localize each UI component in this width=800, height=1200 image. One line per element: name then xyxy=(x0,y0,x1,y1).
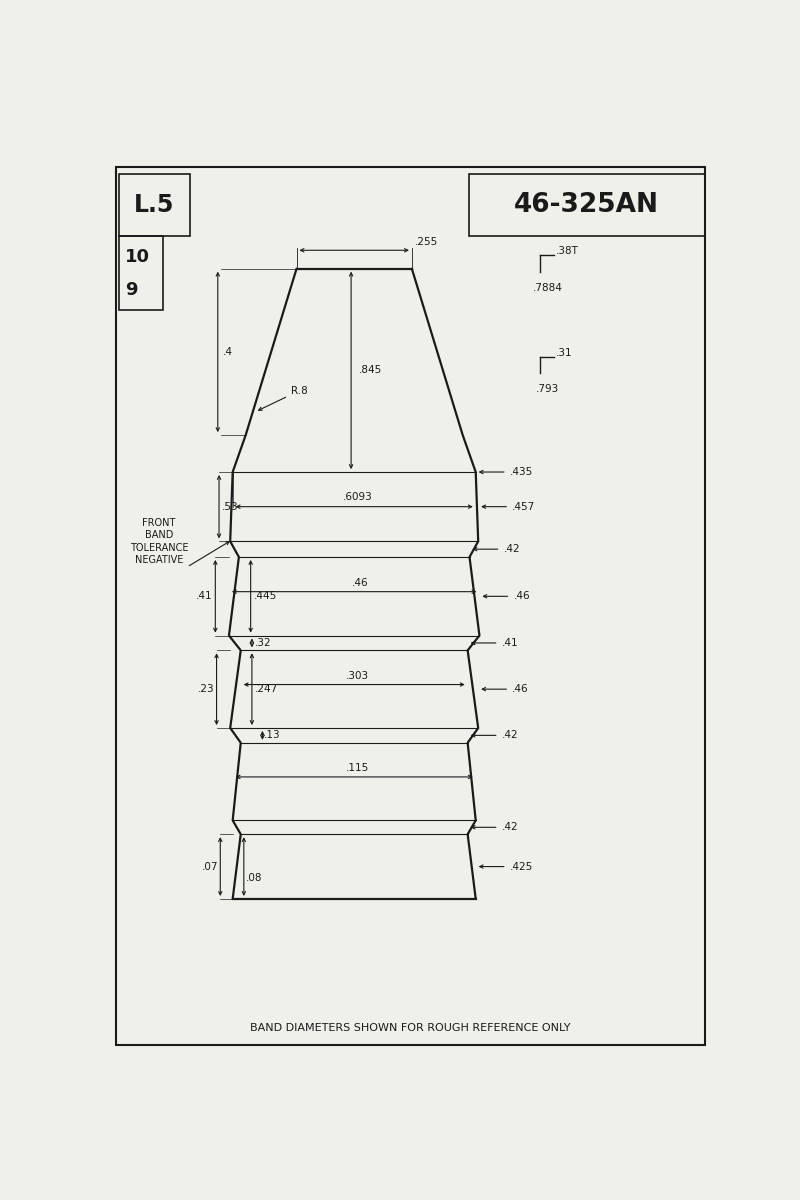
Text: .31: .31 xyxy=(556,348,572,358)
Text: .42: .42 xyxy=(504,544,520,554)
Text: .457: .457 xyxy=(512,502,535,511)
Text: .7884: .7884 xyxy=(533,282,562,293)
Text: .247: .247 xyxy=(255,684,278,694)
Text: .115: .115 xyxy=(346,763,369,773)
Text: .13: .13 xyxy=(264,731,281,740)
Text: .435: .435 xyxy=(510,467,533,478)
Text: .46: .46 xyxy=(512,684,529,694)
Text: .38T: .38T xyxy=(556,246,578,256)
Text: .255: .255 xyxy=(415,238,438,247)
Text: .4: .4 xyxy=(222,347,233,356)
Bar xyxy=(469,174,705,236)
Text: .42: .42 xyxy=(502,731,518,740)
Text: 10: 10 xyxy=(125,248,150,266)
Text: FRONT
BAND
TOLERANCE
NEGATIVE: FRONT BAND TOLERANCE NEGATIVE xyxy=(130,517,188,565)
Text: .445: .445 xyxy=(254,592,277,601)
Text: L.5: L.5 xyxy=(134,193,174,217)
Text: .32: .32 xyxy=(255,638,272,648)
Text: 9: 9 xyxy=(125,281,138,299)
Text: .425: .425 xyxy=(510,862,533,871)
Text: .793: .793 xyxy=(536,384,559,395)
Text: .41: .41 xyxy=(196,592,213,601)
Bar xyxy=(118,236,163,311)
Text: .6093: .6093 xyxy=(342,492,372,502)
Text: .46: .46 xyxy=(352,578,369,588)
Text: .08: .08 xyxy=(246,872,262,883)
Text: .07: .07 xyxy=(202,862,218,871)
Text: .46: .46 xyxy=(514,592,530,601)
Text: .303: .303 xyxy=(346,671,369,680)
Text: .53: .53 xyxy=(222,502,238,511)
Text: .41: .41 xyxy=(502,638,518,648)
Text: .845: .845 xyxy=(358,365,382,376)
Text: R.8: R.8 xyxy=(258,385,308,410)
Bar xyxy=(118,174,190,236)
Text: BAND DIAMETERS SHOWN FOR ROUGH REFERENCE ONLY: BAND DIAMETERS SHOWN FOR ROUGH REFERENCE… xyxy=(250,1024,570,1033)
Text: .23: .23 xyxy=(198,684,214,694)
Text: .42: .42 xyxy=(502,822,518,833)
Text: 46-325AN: 46-325AN xyxy=(514,192,659,218)
